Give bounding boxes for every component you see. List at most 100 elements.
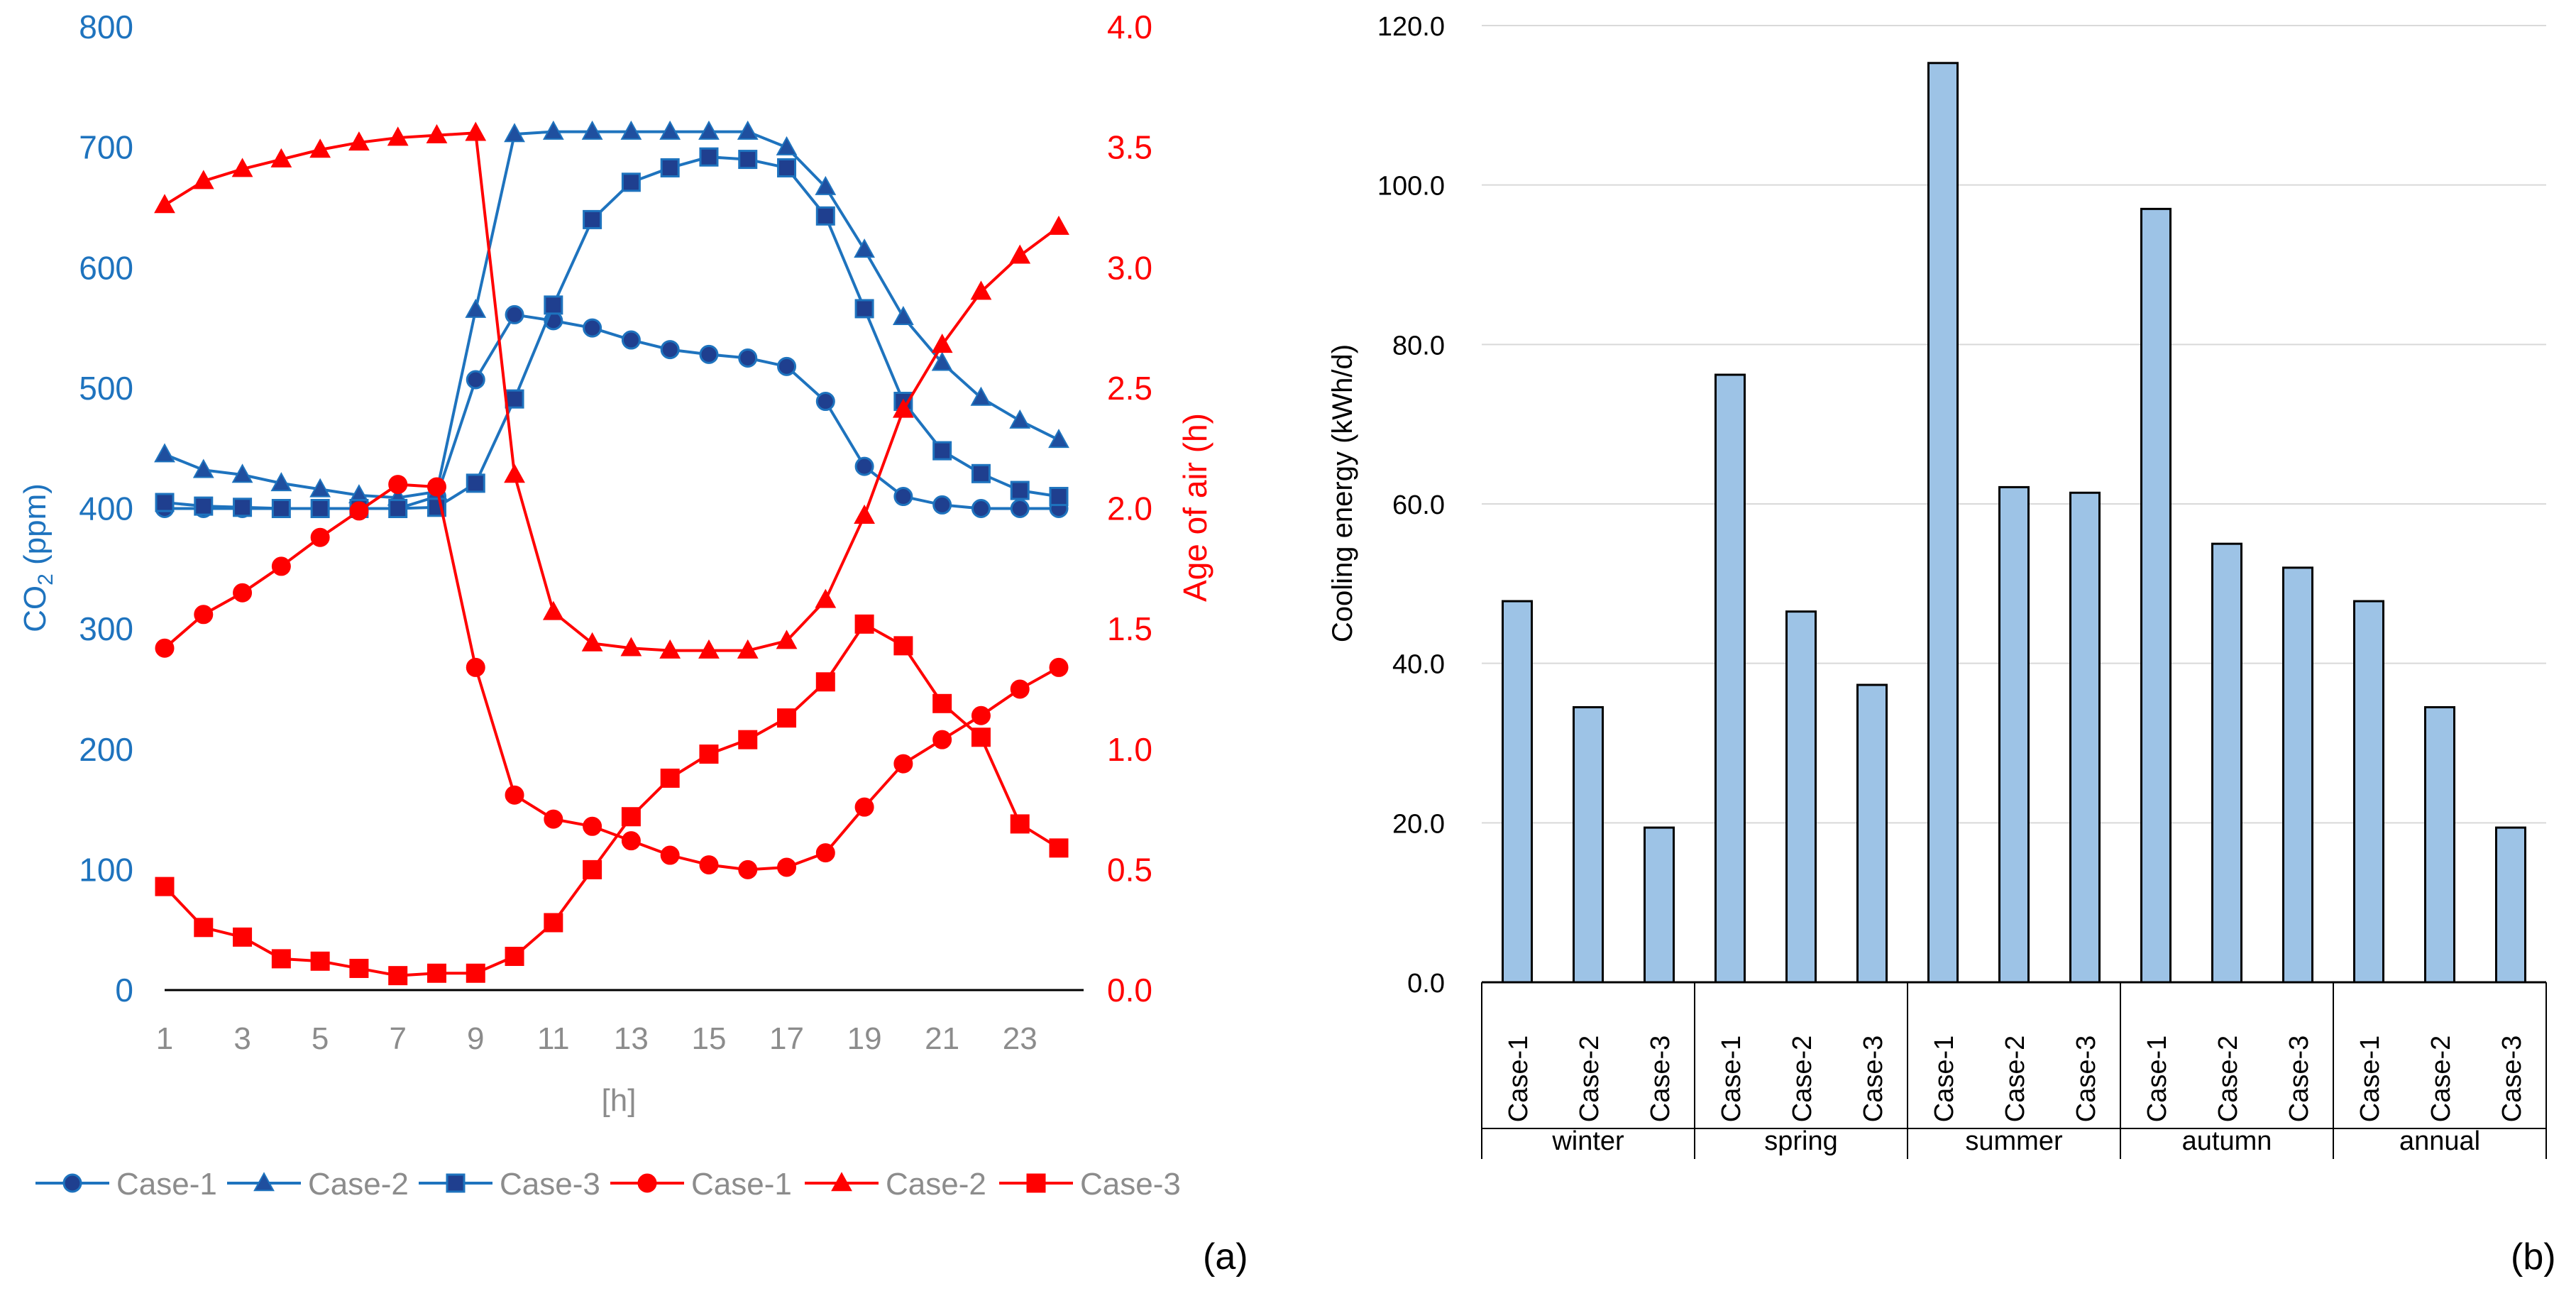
data-point-triangle [348,131,370,151]
data-point-triangle [465,298,487,318]
data-point-triangle [1048,215,1069,235]
legend-entry: Case-1 [610,1167,792,1202]
bar [2282,566,2313,984]
data-point-circle [699,855,719,875]
x-tick-label: 13 [614,1021,649,1056]
left-y-tick-label: 700 [79,129,133,166]
legend-entry: Case-3 [999,1167,1181,1202]
data-point-square [971,463,991,483]
data-point-square [738,730,758,749]
x-axis-tick-labels: 1 3 5 7 9 11 13 15 17 19 21 23 [156,1021,1037,1056]
data-point-circle [854,456,874,476]
data-point-circle [388,475,408,495]
data-point-square [310,499,330,518]
x-axis-title: [h] [602,1083,637,1118]
data-point-square [893,636,913,656]
y-tick-label: 40.0 [1392,650,1445,680]
x-tick-label: 15 [691,1021,726,1056]
legend-label: Case-3 [1080,1167,1181,1202]
data-point-triangle [581,632,603,652]
data-point-circle [271,556,291,576]
x-tick-label: 11 [537,1021,570,1056]
data-point-circle [621,330,641,350]
right-y-tick-label: 3.5 [1107,129,1152,166]
data-point-circle [62,1173,82,1193]
data-point-triangle [970,386,992,406]
legend-label: Case-1 [116,1167,217,1202]
data-point-circle [854,797,874,817]
data-point-square [505,947,524,967]
y-tick-label: 120.0 [1377,12,1445,42]
category-label: Case-2 [2000,1035,2030,1123]
data-point-circle [621,831,641,851]
data-point-triangle [426,123,448,143]
data-point-square [738,150,758,170]
data-point-triangle [931,334,953,353]
bar [2140,207,2172,984]
data-point-triangle [737,120,759,140]
left-y-tick-label: 0 [115,972,133,1009]
data-point-triangle [815,588,837,608]
category-label: Case-3 [2284,1035,2314,1123]
data-point-square [1049,487,1069,507]
left-y-tick-label: 500 [79,370,133,407]
right-y-tick-label: 3.0 [1107,249,1152,286]
series-right-case-2 [154,121,1069,659]
data-point-circle [699,344,719,364]
x-tick-label: 19 [847,1021,882,1056]
right-y-axis-title: Age of air (h) [1177,413,1213,602]
data-point-square [815,206,835,226]
bar [1998,485,2030,984]
data-point-square [971,727,991,747]
bar [2353,600,2384,984]
data-point-square [505,389,524,409]
panel-b-bar-chart: 0.0 20.0 40.0 60.0 80.0 100.0 120.0 Cooling en… [1327,12,2556,1278]
data-point-square [271,499,291,518]
x-tick-label: 1 [156,1021,173,1056]
data-point-circle [660,845,680,865]
legend-entry: Case-3 [419,1167,600,1202]
bar [1927,62,1959,984]
data-point-triangle [831,1172,852,1192]
group-labels: winter spring summer autumn annual [1551,1126,2480,1156]
data-point-circle [544,809,563,829]
data-point-square [1010,480,1030,500]
data-point-square [854,614,874,634]
data-point-triangle [931,351,953,371]
right-y-tick-label: 1.0 [1107,731,1152,768]
data-point-circle [815,392,835,412]
data-point-triangle [854,504,875,524]
x-tick-label: 17 [769,1021,804,1056]
bar [1714,373,1746,984]
plot-series [154,120,1069,986]
data-point-circle [505,785,524,805]
data-point-triangle [309,138,331,158]
category-label: Case-3 [2497,1035,2527,1123]
category-label: Case-2 [2213,1035,2243,1123]
right-y-axis-tick-labels: 0.0 0.5 1.0 1.5 2.0 2.5 3.0 3.5 4.0 [1107,9,1152,1009]
data-point-square [310,951,330,971]
category-label: Case-1 [1504,1035,1534,1123]
left-y-axis-title-main: CO [18,586,53,632]
data-point-triangle [659,639,681,659]
data-point-triangle [387,126,409,146]
data-point-square [155,493,175,512]
bar [1502,600,1533,984]
bar [1573,705,1604,984]
data-point-square [932,441,952,461]
data-point-circle [1010,499,1030,518]
data-point-circle [637,1173,657,1193]
data-point-circle [777,857,797,877]
group-label: spring [1764,1126,1838,1156]
group-label: autumn [2182,1126,2272,1156]
data-point-triangle [620,120,642,140]
y-tick-label: 20.0 [1392,809,1445,839]
group-label: summer [1965,1126,2063,1156]
left-y-tick-label: 800 [79,9,133,45]
left-y-tick-label: 300 [79,610,133,647]
data-point-triangle [465,121,487,141]
category-label: Case-2 [1788,1035,1817,1123]
bars [1502,62,2526,984]
left-y-tick-label: 400 [79,490,133,527]
